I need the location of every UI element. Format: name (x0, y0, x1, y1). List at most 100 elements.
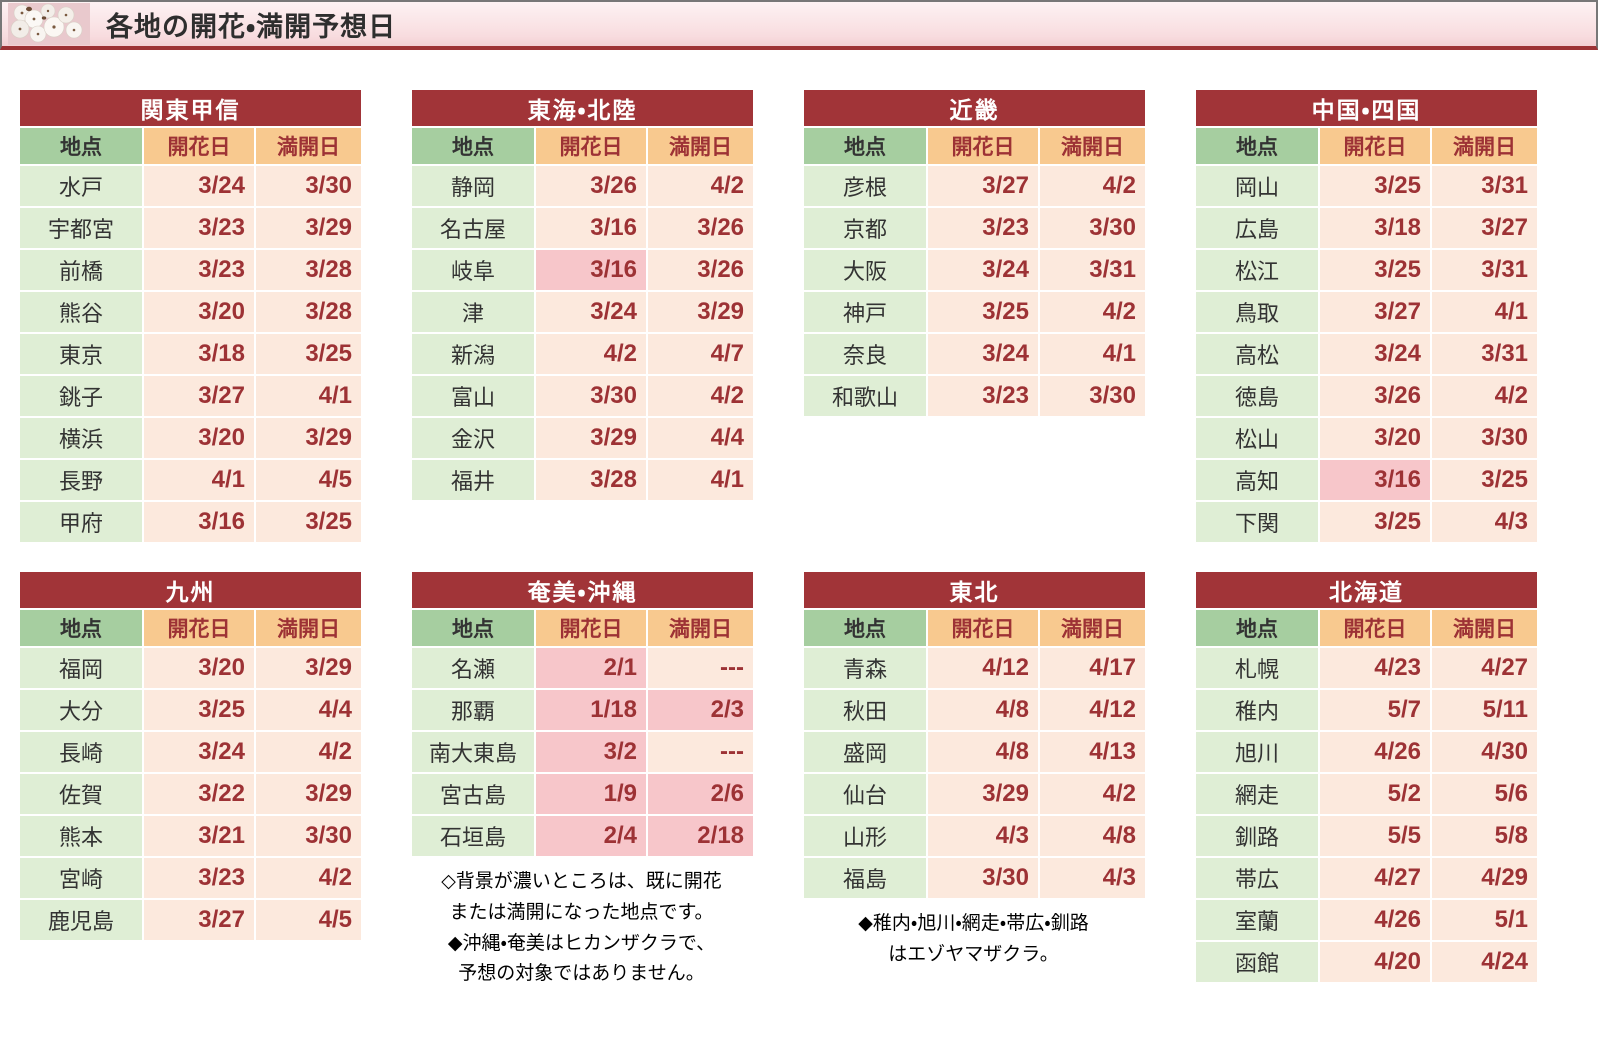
full-bloom-date-cell: 3/26 (648, 250, 754, 290)
full-bloom-date-cell: 3/29 (256, 208, 362, 248)
flowering-date-cell: 4/27 (1320, 858, 1430, 898)
region-title-row: 東海・北陸 (412, 90, 754, 126)
full-bloom-date-cell: 4/2 (1432, 376, 1538, 416)
table-row: 東京 3/18 3/25 (20, 334, 362, 374)
flowering-date-cell: 3/24 (1320, 334, 1430, 374)
table-row: 長野 4/1 4/5 (20, 460, 362, 500)
flowering-date-cell: 3/27 (144, 900, 254, 940)
table-row: 高知 3/16 3/25 (1196, 460, 1538, 500)
location-cell: 名瀬 (412, 648, 534, 688)
table-row: 松山 3/20 3/30 (1196, 418, 1538, 458)
location-cell: 函館 (1196, 942, 1318, 982)
col-header-flowering: 開花日 (536, 128, 646, 164)
page-header: 各地の開花・満開予想日 (0, 0, 1598, 50)
location-cell: 高松 (1196, 334, 1318, 374)
table-row: 松江 3/25 3/31 (1196, 250, 1538, 290)
full-bloom-date-cell: 4/29 (1432, 858, 1538, 898)
table-row: 名古屋 3/16 3/26 (412, 208, 754, 248)
col-header-flowering: 開花日 (1320, 610, 1430, 646)
table-row: 津 3/24 3/29 (412, 292, 754, 332)
flowering-date-cell: 4/26 (1320, 900, 1430, 940)
column-header-row: 地点 開花日 満開日 (20, 128, 362, 164)
full-bloom-date-cell: 5/1 (1432, 900, 1538, 940)
flowering-date-cell: 1/18 (536, 690, 646, 730)
location-cell: 大阪 (804, 250, 926, 290)
region-title: 北海道 (1196, 572, 1538, 608)
location-cell: 網走 (1196, 774, 1318, 814)
full-bloom-date-cell: 3/31 (1432, 166, 1538, 206)
flowering-date-cell: 1/9 (536, 774, 646, 814)
table-row: 仙台 3/29 4/2 (804, 774, 1145, 814)
table-row: 甲府 3/16 3/25 (20, 502, 362, 542)
table-row: 福井 3/28 4/1 (412, 460, 754, 500)
full-bloom-date-cell: 3/25 (256, 334, 362, 374)
column-header-row: 地点 開花日 満開日 (412, 128, 754, 164)
flowering-date-cell: 3/28 (536, 460, 646, 500)
table-row: 福岡 3/20 3/29 (20, 648, 361, 688)
flowering-date-cell: 3/25 (1320, 166, 1430, 206)
location-cell: 宇都宮 (20, 208, 142, 248)
full-bloom-date-cell: 5/11 (1432, 690, 1538, 730)
full-bloom-date-cell: 4/5 (256, 460, 362, 500)
table-row: 鹿児島 3/27 4/5 (20, 900, 361, 940)
full-bloom-date-cell: 4/2 (1040, 166, 1145, 206)
full-bloom-date-cell: 3/28 (256, 292, 362, 332)
location-cell: 那覇 (412, 690, 534, 730)
flowering-date-cell: 3/29 (536, 418, 646, 458)
col-header-full-bloom: 満開日 (256, 128, 362, 164)
column-header-row: 地点 開花日 満開日 (804, 610, 1145, 646)
flowering-date-cell: 3/16 (144, 502, 254, 542)
location-cell: 岐阜 (412, 250, 534, 290)
table-row: 秋田 4/8 4/12 (804, 690, 1145, 730)
location-cell: 大分 (20, 690, 142, 730)
location-cell: 富山 (412, 376, 534, 416)
table-row: 盛岡 4/8 4/13 (804, 732, 1145, 772)
full-bloom-date-cell: 3/25 (1432, 460, 1538, 500)
flowering-date-cell: 3/26 (536, 166, 646, 206)
full-bloom-date-cell: 4/2 (648, 166, 754, 206)
flowering-date-cell: 3/25 (1320, 250, 1430, 290)
flowering-date-cell: 4/26 (1320, 732, 1430, 772)
location-cell: 南大東島 (412, 732, 534, 772)
region-block-4: 中国・四国 地点 開花日 満開日 岡山 3/25 3/31 広島 3/18 3/27 松江 3/25 3… (1194, 88, 1538, 544)
col-header-location: 地点 (20, 610, 142, 646)
page-title: 各地の開花・満開予想日 (106, 11, 397, 42)
full-bloom-date-cell: --- (648, 732, 754, 772)
full-bloom-date-cell: 4/2 (1040, 292, 1145, 332)
col-header-full-bloom: 満開日 (256, 610, 361, 646)
table-row: 広島 3/18 3/27 (1196, 208, 1538, 248)
location-cell: 前橋 (20, 250, 142, 290)
full-bloom-date-cell: 3/29 (256, 418, 362, 458)
full-bloom-date-cell: 4/30 (1432, 732, 1538, 772)
location-cell: 京都 (804, 208, 926, 248)
region-block-1: 関東甲信 地点 開花日 満開日 水戸 3/24 3/30 宇都宮 3/23 3/29 前橋 3/23 3… (18, 88, 362, 544)
full-bloom-date-cell: 3/27 (1432, 208, 1538, 248)
region-table: 東海・北陸 地点 開花日 満開日 静岡 3/26 4/2 名古屋 3/16 3/26 岐阜 3/16 3… (410, 88, 755, 502)
column-header-row: 地点 開花日 満開日 (412, 610, 754, 646)
location-cell: 長野 (20, 460, 142, 500)
col-header-full-bloom: 満開日 (648, 610, 754, 646)
flowering-date-cell: 3/23 (144, 250, 254, 290)
column-header-row: 地点 開花日 満開日 (804, 128, 1145, 164)
location-cell: 鹿児島 (20, 900, 142, 940)
flowering-date-cell: 3/18 (1320, 208, 1430, 248)
table-row: 旭川 4/26 4/30 (1196, 732, 1538, 772)
table-row: 宮古島 1/9 2/6 (412, 774, 754, 814)
flowering-date-cell: 3/29 (928, 774, 1038, 814)
column-header-row: 地点 開花日 満開日 (1196, 610, 1538, 646)
region-block-5: 九州 地点 開花日 満開日 福岡 3/20 3/29 大分 3/25 4/4 長崎 3/24 4/2 佐賀… (18, 570, 361, 942)
flowering-date-cell: 3/20 (144, 418, 254, 458)
full-bloom-date-cell: 4/27 (1432, 648, 1538, 688)
flowering-date-cell: 3/24 (928, 250, 1038, 290)
table-row: 下関 3/25 4/3 (1196, 502, 1538, 542)
table-row: 青森 4/12 4/17 (804, 648, 1145, 688)
full-bloom-date-cell: 4/1 (648, 460, 754, 500)
full-bloom-date-cell: 4/2 (1040, 774, 1145, 814)
full-bloom-date-cell: 5/8 (1432, 816, 1538, 856)
flowering-date-cell: 3/24 (536, 292, 646, 332)
table-row: 横浜 3/20 3/29 (20, 418, 362, 458)
location-cell: 宮古島 (412, 774, 534, 814)
flowering-date-cell: 3/22 (144, 774, 254, 814)
region-title: 中国・四国 (1196, 90, 1538, 126)
flowering-date-cell: 3/2 (536, 732, 646, 772)
